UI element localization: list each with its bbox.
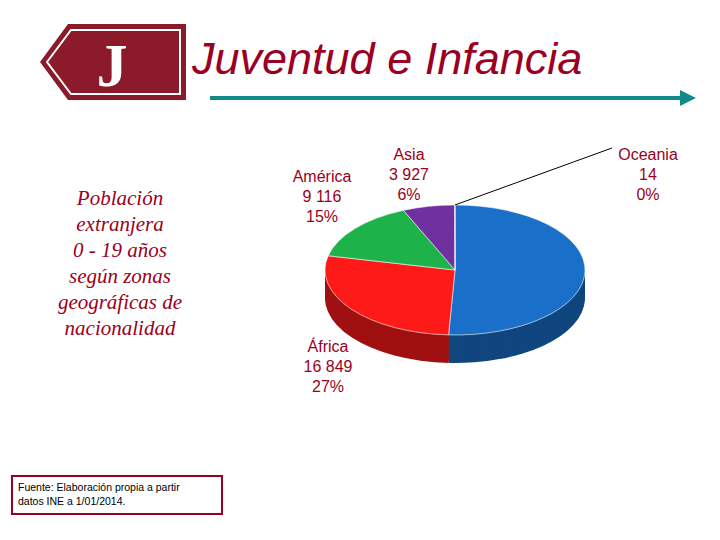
data-label-value: 14 <box>639 166 657 183</box>
source-text: Fuente: Elaboración propia a partir <box>18 481 180 493</box>
subtitle-line: nacionalidad <box>65 316 176 340</box>
title-arrowhead <box>680 90 696 106</box>
logo-letter: J <box>97 31 128 99</box>
subtitle-line: 0 - 19 años <box>73 238 167 262</box>
data-label-percent: 27% <box>312 378 344 395</box>
data-label: América 9 116 15% <box>293 168 352 225</box>
data-label-percent: 0% <box>636 186 659 203</box>
data-label-value: 16 849 <box>304 358 353 375</box>
data-label-category: África <box>308 337 349 355</box>
data-label-percent: 6% <box>397 186 420 203</box>
logo-shape <box>40 24 186 100</box>
data-label: África 16 849 27% <box>304 337 353 395</box>
pie <box>325 205 585 363</box>
slice <box>403 205 455 270</box>
subtitle: Poblaciónextranjera0 - 19 añossegún zona… <box>58 186 182 340</box>
data-label-category: América <box>293 168 352 185</box>
data-label-value: 3 927 <box>389 166 429 183</box>
slice <box>454 205 455 270</box>
slice <box>449 205 585 335</box>
title: Juventud e Infancia <box>191 33 582 84</box>
data-label-category: Oceania <box>618 146 678 163</box>
chart: JJuventud e InfanciaPoblaciónextranjera0… <box>0 0 720 540</box>
subtitle-line: Población <box>76 186 163 210</box>
data-label-category: Asia <box>393 146 424 163</box>
pie-top <box>325 205 585 335</box>
subtitle-line: geográficas de <box>58 290 182 314</box>
title-rule <box>210 96 682 100</box>
data-label-value: 9 116 <box>303 188 342 205</box>
source-text: datos INE a 1/01/2014. <box>18 495 125 507</box>
subtitle-line: según zonas <box>69 264 171 288</box>
leader-line <box>455 148 612 205</box>
data-label: Oceania 14 0% <box>618 146 678 203</box>
logo: J <box>40 24 186 100</box>
subtitle-line: extranjera <box>76 212 163 236</box>
data-label: Asia 3 927 6% <box>389 146 429 203</box>
source-box <box>12 476 222 514</box>
data-label-percent: 15% <box>306 208 338 225</box>
